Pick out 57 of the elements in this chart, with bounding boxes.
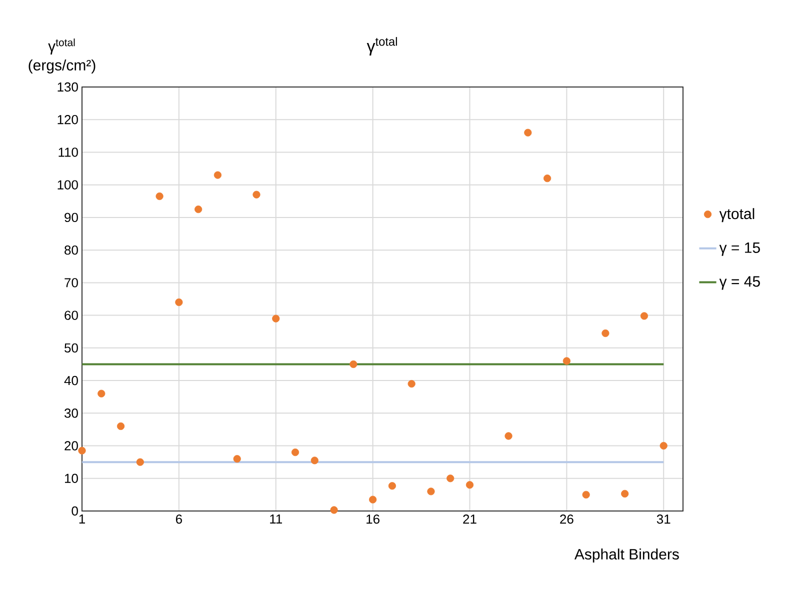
y-tick-label: 130 [58, 82, 78, 92]
y-tick-label: 90 [64, 212, 78, 222]
point [446, 474, 454, 482]
y-tick-label: 50 [64, 343, 78, 353]
point [408, 380, 416, 388]
x-tick-label: 31 [656, 514, 670, 524]
y-tick-label: 10 [64, 474, 78, 483]
point [427, 488, 435, 496]
point [291, 448, 300, 456]
point [350, 360, 358, 368]
point [98, 390, 106, 398]
point [562, 357, 570, 365]
point [640, 312, 648, 320]
point [78, 446, 86, 454]
point [330, 506, 338, 514]
y-tick-label: 120 [58, 115, 78, 124]
y-tick-label: 70 [64, 278, 78, 288]
point [524, 128, 532, 136]
x-tick-label: 6 [176, 514, 182, 524]
point [116, 422, 125, 430]
point [388, 482, 396, 490]
point [310, 456, 318, 464]
point [602, 329, 610, 338]
point [175, 298, 183, 306]
x-tick-label: 16 [366, 514, 380, 524]
point [660, 442, 668, 450]
legend-label: γ = 45 [719, 276, 760, 290]
y-tick-label: 0 [72, 506, 78, 516]
x-tick-label: 26 [560, 514, 574, 524]
point [504, 432, 512, 440]
y-tick-label: 60 [64, 310, 78, 320]
point [621, 490, 629, 498]
legend-label: γ = 15 [719, 242, 760, 256]
point [233, 455, 241, 463]
point [272, 314, 280, 322]
point [156, 192, 164, 200]
y-tick-label: 80 [64, 245, 78, 255]
x-tick-label: 1 [79, 514, 85, 524]
point [136, 458, 144, 466]
point [214, 171, 222, 179]
y-tick-label: 110 [58, 148, 78, 157]
point [194, 206, 202, 214]
legend-label: γtotal [719, 208, 754, 222]
x-axis-title: Asphalt Binders [574, 548, 679, 563]
point [252, 190, 260, 198]
point [543, 174, 552, 182]
point [466, 481, 474, 489]
point [582, 490, 590, 498]
y-tick-label: 30 [64, 408, 78, 418]
y-tick-label: 100 [58, 180, 78, 190]
x-tick-label: 11 [270, 514, 282, 524]
chart-title: γ$^{total}$ [366, 37, 397, 56]
text: γ$^{total}$ (ergs/cm²) [28, 38, 96, 74]
point [369, 496, 377, 504]
x-tick-label: 21 [463, 514, 476, 524]
y-tick-label: 20 [64, 441, 78, 450]
y-tick-label: 40 [64, 376, 78, 386]
